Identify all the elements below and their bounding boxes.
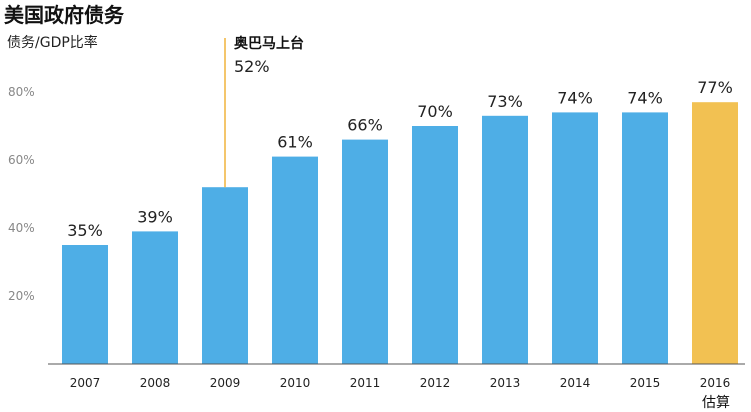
bars-group xyxy=(62,102,738,365)
y-tick-label: 20% xyxy=(8,289,35,303)
bar-2013 xyxy=(482,115,528,364)
y-tick-label: 80% xyxy=(8,85,35,99)
value-label-2016: 77% xyxy=(697,78,733,97)
x-tick-label-2009: 2009 xyxy=(210,376,241,390)
bar-2010 xyxy=(272,156,318,364)
value-label-2015: 74% xyxy=(627,88,663,107)
x-tick-label-2010: 2010 xyxy=(280,376,311,390)
annotation-label: 奥巴马上台 xyxy=(234,35,304,52)
value-label-2011: 66% xyxy=(347,116,383,135)
estimate-note: 估算 xyxy=(702,395,730,411)
y-tick-label: 60% xyxy=(8,153,35,167)
value-label-2012: 70% xyxy=(417,102,453,121)
bar-2007 xyxy=(62,245,108,364)
value-label-2013: 73% xyxy=(487,92,523,111)
bar-2015 xyxy=(622,112,668,365)
x-tick-labels: 2007 2008 2009 2010 2011 2012 2013 2014 2015 2016 xyxy=(70,376,731,390)
bar-2011 xyxy=(342,139,388,364)
value-label-2014: 74% xyxy=(557,88,593,107)
y-tick-label: 40% xyxy=(8,221,35,235)
bar-2009 xyxy=(202,187,248,364)
chart-title: 美国政府债务 xyxy=(4,3,125,27)
value-label-2008: 39% xyxy=(137,207,173,226)
y-axis-label: 债务/GDP比率 xyxy=(7,34,98,51)
x-tick-label-2016: 2016 xyxy=(700,376,731,390)
value-label-2007: 35% xyxy=(67,221,103,240)
value-label-2010: 61% xyxy=(277,133,313,152)
x-tick-label-2012: 2012 xyxy=(420,376,451,390)
x-tick-label-2011: 2011 xyxy=(350,376,381,390)
annotation-value-label: 52% xyxy=(234,57,270,76)
x-tick-label-2013: 2013 xyxy=(490,376,521,390)
bar-2016 xyxy=(692,102,738,364)
x-tick-label-2014: 2014 xyxy=(560,376,591,390)
bar-2008 xyxy=(132,231,178,364)
x-tick-label-2015: 2015 xyxy=(630,376,661,390)
bar-2014 xyxy=(552,112,598,365)
value-labels: 35% 39% 61% 66% 70% 73% 74% 74% 77% xyxy=(67,78,733,240)
y-tick-labels: 20% 40% 60% 80% xyxy=(8,85,35,303)
x-tick-label-2008: 2008 xyxy=(140,376,171,390)
bar-2012 xyxy=(412,126,458,364)
x-tick-label-2007: 2007 xyxy=(70,376,101,390)
